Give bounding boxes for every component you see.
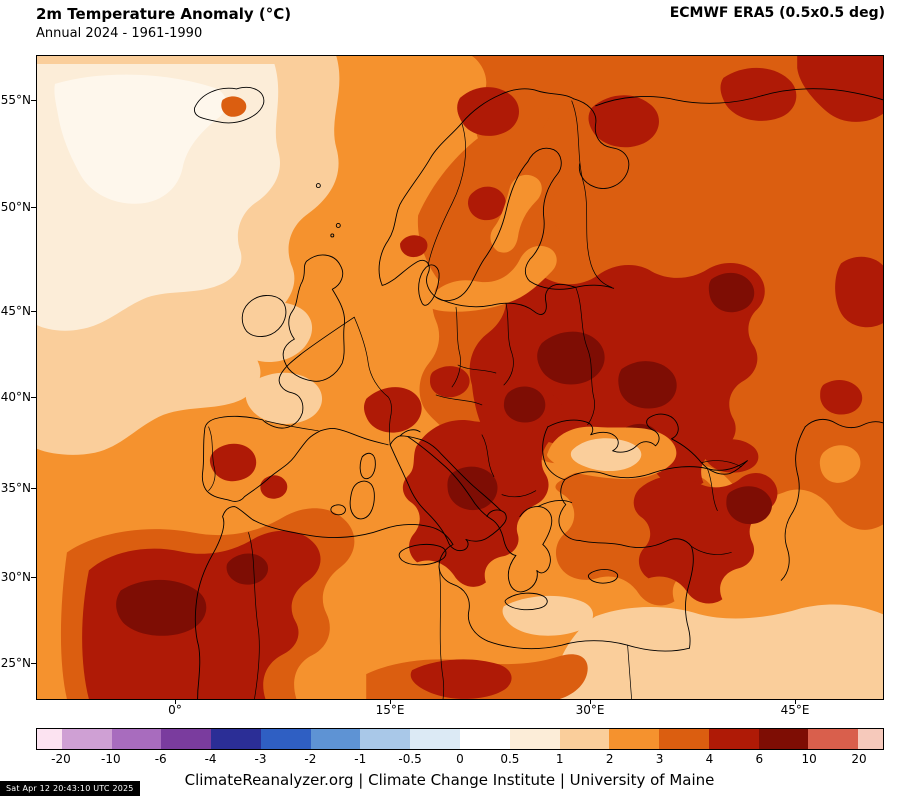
colorbar-segment — [211, 729, 261, 749]
colorbar-segment — [708, 729, 759, 749]
page-subtitle: Annual 2024 - 1961-1990 — [36, 26, 203, 41]
colorbar-tick-label: -2 — [304, 752, 317, 766]
y-tick-label: 40°N — [0, 390, 31, 404]
colorbar-segment — [111, 729, 162, 749]
x-tick-mark — [390, 699, 391, 704]
x-tick-mark — [590, 699, 591, 704]
y-tick-mark — [31, 397, 36, 398]
colorbar-tick-label: -4 — [204, 752, 217, 766]
colorbar — [36, 728, 884, 750]
timestamp-badge: Sat Apr 12 20:43:10 UTC 2025 — [0, 781, 140, 796]
x-tick-mark — [175, 699, 176, 704]
colorbar-tick-label: 4 — [705, 752, 714, 766]
colorbar-segment — [310, 729, 361, 749]
colorbar-segment — [659, 729, 709, 749]
y-tick-label: 30°N — [0, 570, 31, 584]
colorbar-segment — [609, 729, 660, 749]
colorbar-tick-label: 6 — [755, 752, 764, 766]
colorbar-segment — [260, 729, 311, 749]
europe-anomaly-map — [37, 56, 883, 699]
y-tick-mark — [31, 663, 36, 664]
colorbar-segment — [61, 729, 112, 749]
colorbar-segments — [37, 729, 883, 749]
x-tick-label: 15°E — [375, 703, 405, 717]
x-tick-label: 0° — [168, 703, 182, 717]
y-tick-label: 50°N — [0, 200, 31, 214]
x-tick-mark — [795, 699, 796, 704]
y-tick-label: 35°N — [0, 481, 31, 495]
y-tick-label: 55°N — [0, 93, 31, 107]
colorbar-segment — [37, 729, 62, 749]
y-tick-mark — [31, 207, 36, 208]
y-tick-label: 25°N — [0, 656, 31, 670]
colorbar-tick-label: 3 — [655, 752, 664, 766]
footer-credit: ClimateReanalyzer.org | Climate Change I… — [184, 771, 715, 789]
colorbar-segment — [410, 729, 460, 749]
colorbar-segment — [460, 729, 510, 749]
dataset-label: ECMWF ERA5 (0.5x0.5 deg) — [669, 5, 885, 21]
colorbar-segment — [161, 729, 212, 749]
country-borders — [208, 100, 742, 699]
map-canvas — [36, 55, 884, 700]
colorbar-segment — [360, 729, 411, 749]
colorbar-tick-label: 1 — [555, 752, 564, 766]
colorbar-segment — [858, 729, 883, 749]
y-tick-mark — [31, 488, 36, 489]
colorbar-tick-label: 0.5 — [500, 752, 520, 766]
colorbar-tick-label: -10 — [101, 752, 121, 766]
x-tick-label: 30°E — [575, 703, 605, 717]
colorbar-tick-label: -0.5 — [398, 752, 422, 766]
colorbar-labels: -20 -10 -6 -4 -3 -2 -1 -0.5 0 0.5 1 2 3 4 6 10 20 — [36, 752, 884, 767]
y-tick-mark — [31, 100, 36, 101]
colorbar-tick-label: 0 — [456, 752, 464, 766]
colorbar-tick-label: -20 — [51, 752, 71, 766]
colorbar-segment — [559, 729, 610, 749]
colorbar-tick-label: 20 — [851, 752, 867, 766]
x-tick-label: 45°E — [780, 703, 810, 717]
colorbar-tick-label: 2 — [605, 752, 614, 766]
colorbar-segment — [758, 729, 809, 749]
y-tick-mark — [31, 311, 36, 312]
colorbar-segment — [509, 729, 560, 749]
colorbar-tick-label: 10 — [801, 752, 817, 766]
colorbar-tick-label: -3 — [254, 752, 267, 766]
colorbar-segment — [808, 729, 859, 749]
y-tick-label: 45°N — [0, 304, 31, 318]
y-tick-mark — [31, 577, 36, 578]
colorbar-tick-label: -6 — [154, 752, 167, 766]
colorbar-tick-label: -1 — [354, 752, 367, 766]
page-title: 2m Temperature Anomaly (°C) — [36, 5, 292, 23]
coastlines — [194, 87, 883, 699]
